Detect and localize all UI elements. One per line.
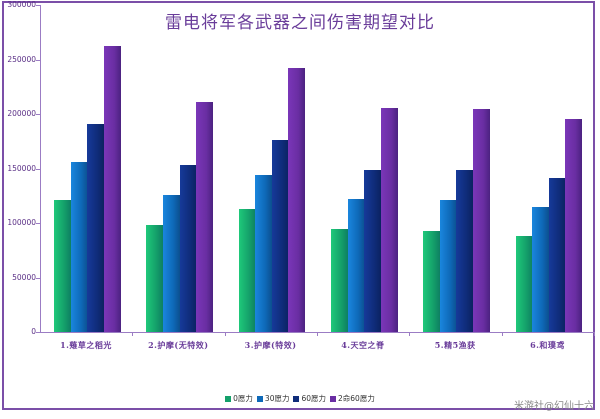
y-tick-mark: [36, 5, 40, 7]
x-tick-label: 6.和璞鸢: [530, 340, 565, 350]
legend-item: 30愿力: [256, 393, 290, 404]
x-tick-mark: [593, 332, 595, 336]
bar: [364, 169, 382, 332]
legend-item: 2命60愿力: [330, 393, 375, 404]
y-tick-label: 0: [31, 327, 36, 336]
y-tick-label: 150000: [7, 163, 36, 173]
bar: [439, 200, 457, 332]
bar: [70, 162, 88, 332]
bar: [103, 46, 121, 332]
x-tick-mark: [409, 332, 411, 336]
bar: [179, 164, 197, 332]
y-tick: 200000: [0, 109, 44, 124]
y-tick: 250000: [0, 55, 44, 70]
bar: [330, 229, 348, 332]
y-tick: 0: [0, 327, 44, 342]
chart-title: 雷电将军各武器之间伤害期望对比: [165, 13, 435, 33]
bar: [238, 209, 256, 332]
x-tick-label: 5.精5渔获: [434, 340, 476, 350]
bar: [456, 170, 474, 332]
y-tick: 150000: [0, 164, 44, 179]
bar: [380, 108, 398, 332]
y-axis: [40, 5, 41, 332]
legend-label: 2命60愿力: [338, 394, 375, 403]
bar: [548, 177, 566, 332]
y-tick: 100000: [0, 218, 44, 233]
y-tick-label: 300000: [7, 0, 36, 10]
bar: [271, 140, 289, 332]
y-tick: 300000: [0, 0, 44, 15]
y-tick-label: 100000: [7, 218, 36, 228]
bar: [532, 206, 550, 332]
legend-label: 30愿力: [264, 394, 290, 403]
y-tick-label: 50000: [12, 272, 36, 282]
bar: [423, 230, 441, 332]
bar: [162, 195, 180, 332]
bar: [255, 174, 273, 332]
legend-swatch-icon: [256, 396, 263, 402]
y-tick-mark: [36, 332, 40, 333]
watermark: 米游社@幻仙十六: [514, 401, 594, 412]
bar: [565, 118, 583, 332]
x-tick-label: 1.薙草之稻光: [60, 340, 112, 350]
bar: [146, 224, 164, 332]
x-tick-label: 3.护摩(特效): [244, 340, 297, 350]
bar: [288, 68, 306, 332]
legend: 0愿力 30愿力 60愿力 2命60愿力: [0, 393, 600, 404]
x-tick-mark: [224, 332, 226, 336]
x-tick-mark: [132, 332, 134, 336]
bar: [54, 200, 71, 332]
y-tick-mark: [36, 277, 40, 279]
legend-label: 0愿力: [233, 394, 253, 403]
legend-swatch-icon: [330, 396, 337, 402]
y-tick-mark: [36, 223, 40, 225]
legend-label: 60愿力: [301, 394, 327, 403]
bar: [473, 108, 490, 332]
legend-item: 0愿力: [225, 393, 253, 404]
y-tick-mark: [36, 114, 40, 116]
x-tick-label: 2.护摩(无特效): [148, 340, 209, 350]
bar: [87, 124, 105, 332]
y-tick-mark: [36, 168, 40, 170]
bar: [515, 235, 533, 332]
x-tick-label: 4.天空之脊: [341, 340, 385, 350]
x-tick-mark: [501, 332, 503, 336]
legend-swatch-icon: [225, 396, 232, 402]
bar: [347, 199, 365, 332]
y-tick-label: 200000: [7, 109, 36, 119]
bar: [196, 101, 214, 332]
legend-swatch-icon: [293, 396, 300, 402]
chart-frame: [2, 1, 595, 410]
y-tick-label: 250000: [7, 54, 36, 64]
y-tick: 50000: [0, 273, 44, 288]
x-tick-mark: [316, 332, 318, 336]
legend-item: 60愿力: [293, 393, 326, 404]
y-tick-mark: [36, 59, 40, 61]
